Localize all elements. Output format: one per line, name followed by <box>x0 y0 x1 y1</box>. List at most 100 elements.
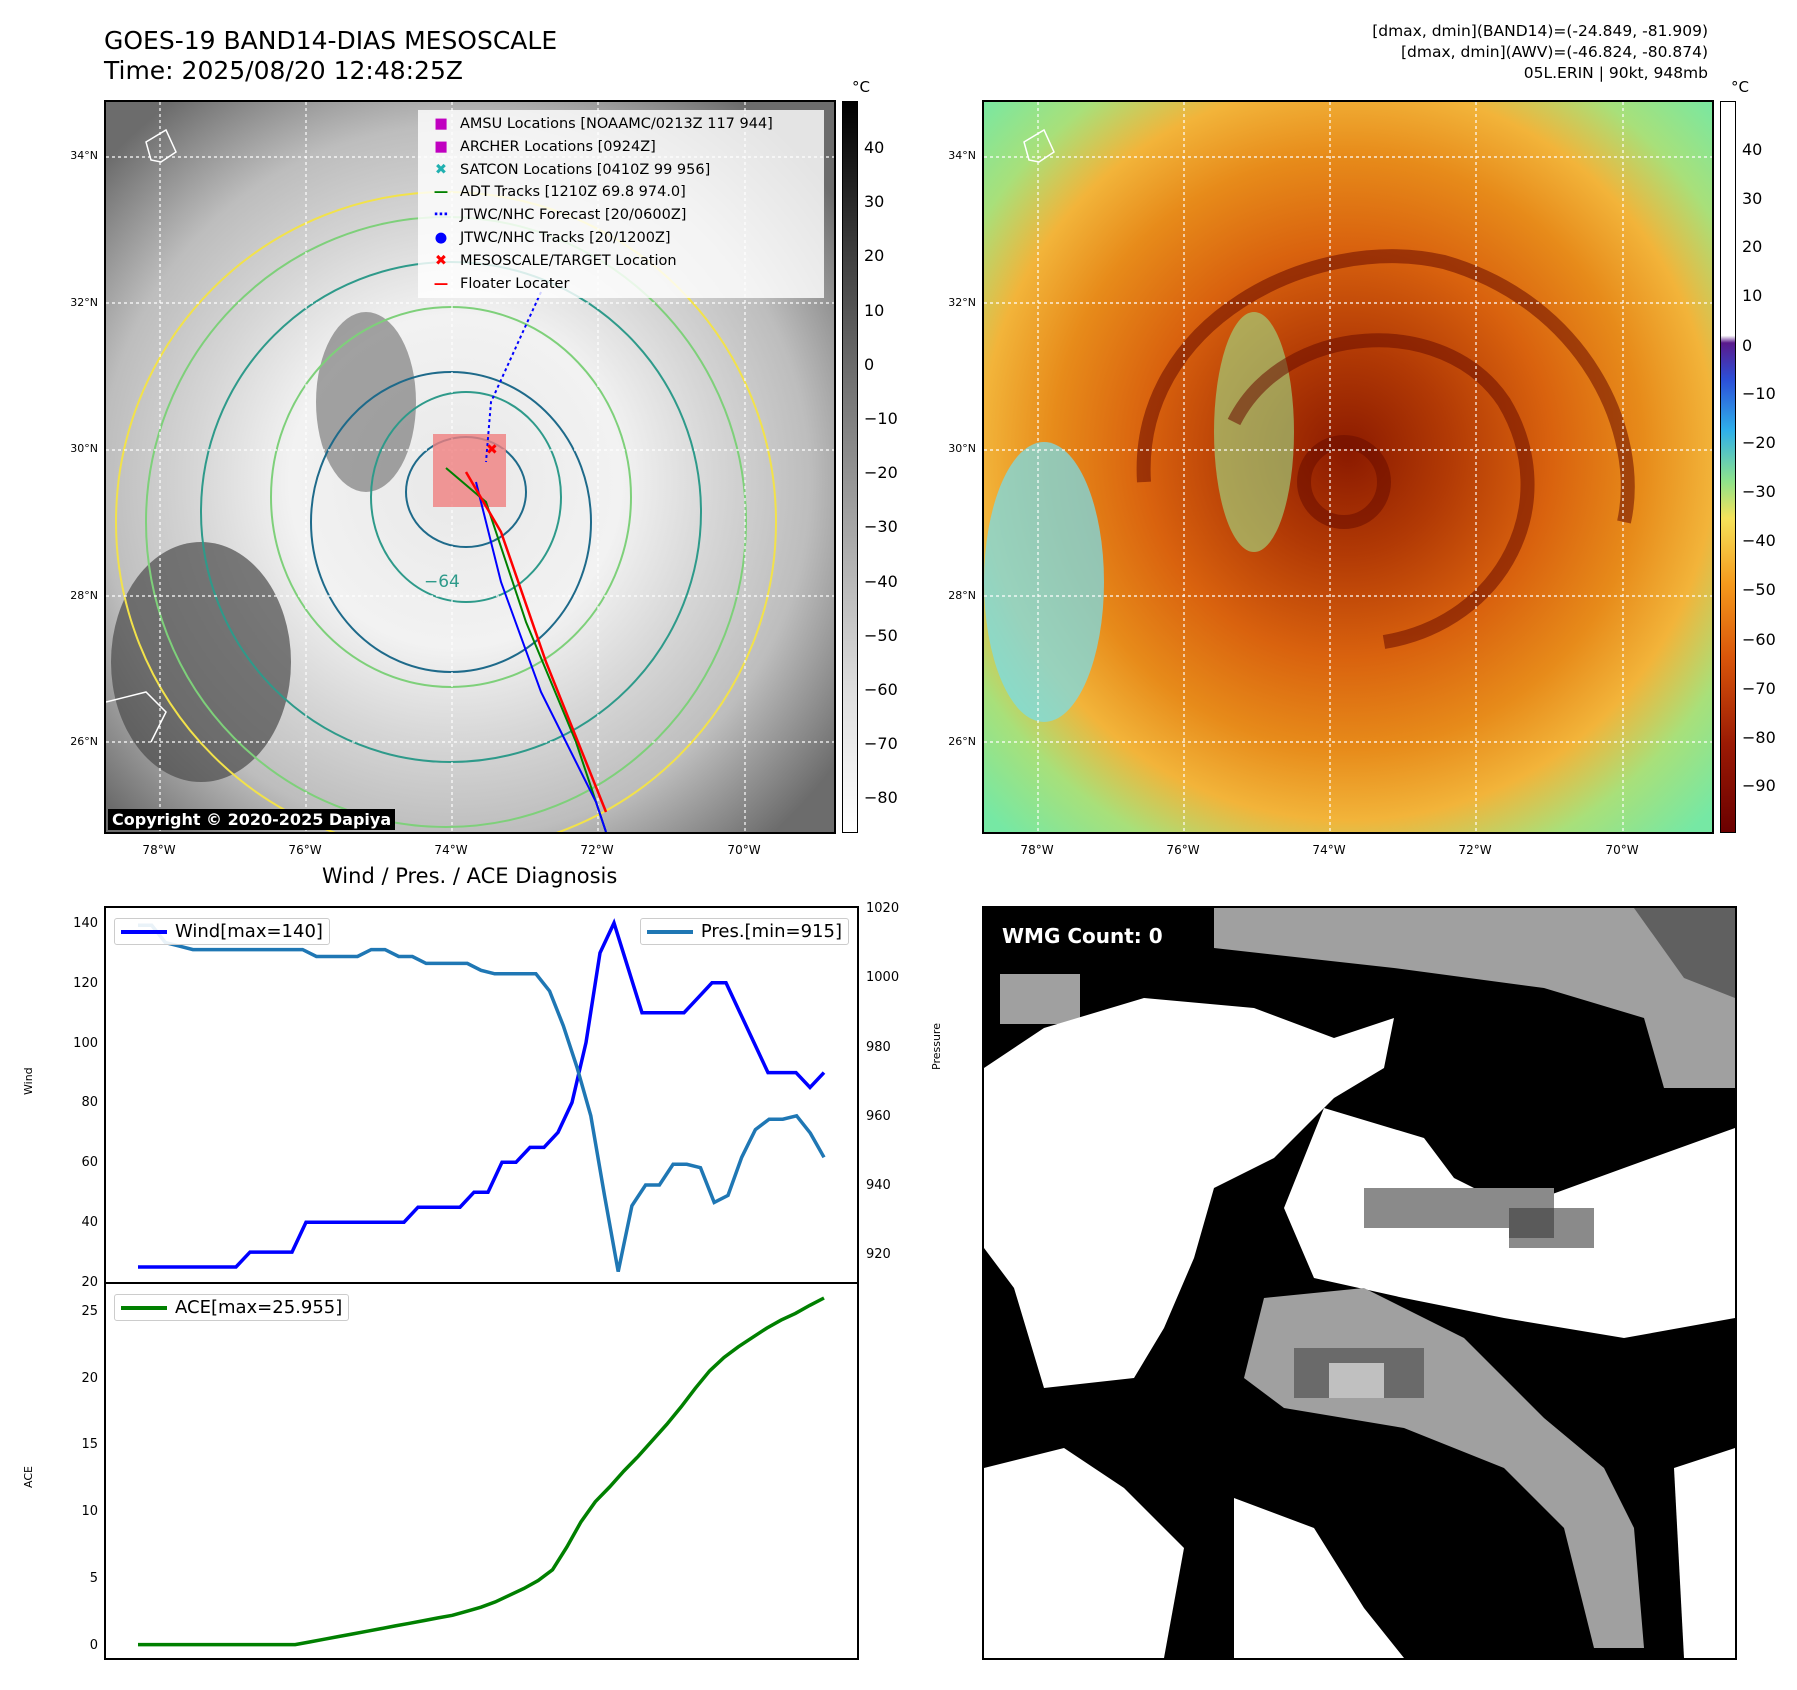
colorbar-tick-label: −80 <box>1742 728 1776 747</box>
wind-tick-label: 80 <box>81 1095 98 1111</box>
colorbar-tick-label: 0 <box>1742 336 1753 355</box>
wmg-panel: WMG Count: 0 <box>982 906 1737 1660</box>
legend-floater: — Floater Locater <box>433 275 570 292</box>
wind-pressure-chart: Wind[max=140] Pres.[min=915] <box>104 906 859 1284</box>
pressure-tick-label: 980 <box>866 1039 891 1055</box>
lon-tick-label: 70°W <box>1605 843 1639 857</box>
pressure-tick-label: 940 <box>866 1178 891 1194</box>
ace-tick-label: 0 <box>89 1637 98 1653</box>
dmax-band14-text: [dmax, dmin](BAND14)=(-24.849, -81.909) <box>1372 22 1708 40</box>
ace-legend-swatch <box>121 1306 167 1310</box>
wind-series-line <box>138 918 826 1269</box>
colorbar-tick-label: −20 <box>1742 433 1776 452</box>
colorbar-tick-label: 30 <box>1742 189 1763 208</box>
ace-tick-label: 5 <box>89 1570 98 1586</box>
ace-tick-label: 15 <box>81 1437 98 1453</box>
colorbar-tick-label: −30 <box>1742 482 1776 501</box>
pressure-tick-label: 960 <box>866 1108 891 1124</box>
legend-satcon: ✖ SATCON Locations [0410Z 99 956] <box>434 161 711 178</box>
ace-chart: ACE[max=25.955] <box>104 1282 859 1660</box>
pressure-series-line <box>138 923 826 1272</box>
pressure-tick-label: 920 <box>866 1247 891 1263</box>
band14-satellite-map: ✖ −64 ■ AMSU Locations [NOAAMC/0213Z 117 … <box>104 100 836 834</box>
lat-tick-label: 32°N <box>948 296 976 309</box>
dmax-awv-text: [dmax, dmin](AWV)=(-46.824, -80.874) <box>1401 43 1708 61</box>
lat-tick-label: 30°N <box>70 442 98 455</box>
legend-archer: ■ ARCHER Locations [0924Z] <box>434 138 656 155</box>
colorbar-tick-label: −40 <box>864 571 898 591</box>
wind-tick-label: 40 <box>81 1215 98 1231</box>
storm-info-text: 05L.ERIN | 90kt, 948mb <box>1523 64 1708 82</box>
colorbar-tick-label: −50 <box>864 625 898 645</box>
wind-tick-label: 100 <box>73 1035 98 1051</box>
band14-colorbar <box>842 101 858 833</box>
ace-tick-label: 10 <box>81 1504 98 1520</box>
pressure-legend: Pres.[min=915] <box>639 918 849 945</box>
awv-satellite-map <box>982 100 1714 834</box>
colorbar-tick-label: −60 <box>1742 630 1776 649</box>
lat-tick-label: 28°N <box>70 589 98 602</box>
pressure-tick-label: 1000 <box>866 970 900 986</box>
awv-imagery <box>984 102 1712 832</box>
colorbar-tick-label: 0 <box>864 354 875 374</box>
legend-forecast: ⋯ JTWC/NHC Forecast [20/0600Z] <box>433 207 687 224</box>
colorbar-tick-label: 10 <box>1742 286 1763 305</box>
ace-legend: ACE[max=25.955] <box>114 1294 350 1321</box>
contour-label: −64 <box>424 572 460 592</box>
ace-series-line <box>138 1296 825 1647</box>
ace-axis-label: ACE <box>22 1466 35 1488</box>
lon-tick-label: 74°W <box>1312 843 1346 857</box>
lat-tick-label: 32°N <box>70 296 98 309</box>
lon-tick-label: 74°W <box>434 843 468 857</box>
colorbar-tick-label: −10 <box>1742 384 1776 403</box>
pressure-legend-swatch <box>646 930 693 934</box>
lon-tick-label: 70°W <box>727 843 761 857</box>
wind-tick-label: 140 <box>73 915 98 931</box>
colorbar-tick-label: −50 <box>1742 580 1776 599</box>
colorbar-right-unit: °C <box>1731 78 1749 96</box>
lon-tick-label: 72°W <box>1458 843 1492 857</box>
lat-tick-label: 26°N <box>948 735 976 748</box>
colorbar-tick-label: −40 <box>1742 531 1776 550</box>
lon-tick-label: 76°W <box>1166 843 1200 857</box>
copyright-label: Copyright © 2020-2025 Dapiya <box>108 809 396 830</box>
pressure-legend-label: Pres.[min=915] <box>700 921 842 942</box>
lat-tick-label: 34°N <box>70 149 98 162</box>
map-legend: ■ AMSU Locations [NOAAMC/0213Z 117 944] ■… <box>418 110 824 299</box>
wmg-image <box>984 908 1735 1658</box>
colorbar-left-unit: °C <box>852 78 870 96</box>
awv-colorbar <box>1720 101 1736 833</box>
wind-tick-label: 120 <box>73 975 98 991</box>
lon-tick-label: 78°W <box>1020 843 1054 857</box>
wind-axis-label: Wind <box>22 1067 35 1095</box>
pressure-axis-label: Pressure <box>930 1023 943 1070</box>
colorbar-tick-label: −90 <box>1742 776 1776 795</box>
wmg-count-label: WMG Count: 0 <box>1002 924 1163 948</box>
wind-tick-label: 60 <box>81 1155 98 1171</box>
ace-tick-label: 20 <box>81 1370 98 1386</box>
ace-tick-label: 25 <box>81 1303 98 1319</box>
svg-text:✖: ✖ <box>486 442 498 458</box>
colorbar-tick-label: −60 <box>864 680 898 699</box>
colorbar-tick-label: 40 <box>1742 140 1763 159</box>
colorbar-tick-label: 20 <box>1742 237 1763 256</box>
lon-tick-label: 72°W <box>580 843 614 857</box>
colorbar-tick-label: 10 <box>864 300 885 320</box>
colorbar-tick-label: −20 <box>864 463 898 483</box>
colorbar-tick-label: 20 <box>864 246 885 266</box>
colorbar-tick-label: 30 <box>864 192 885 212</box>
legend-amsu: ■ AMSU Locations [NOAAMC/0213Z 117 944] <box>434 116 773 132</box>
lon-tick-label: 78°W <box>142 843 176 857</box>
pressure-tick-label: 1020 <box>866 901 900 916</box>
diagnosis-title: Wind / Pres. / ACE Diagnosis <box>322 864 618 888</box>
lat-tick-label: 26°N <box>70 735 98 748</box>
figure-title: GOES-19 BAND14-DIAS MESOSCALE <box>104 26 558 55</box>
colorbar-tick-label: −10 <box>864 409 898 428</box>
colorbar-tick-label: −70 <box>864 734 898 754</box>
wind-legend-swatch <box>121 930 167 934</box>
wind-legend-label: Wind[max=140] <box>175 921 323 942</box>
colorbar-tick-label: −70 <box>1742 679 1776 698</box>
lat-tick-label: 30°N <box>948 442 976 455</box>
colorbar-tick-label: −30 <box>864 517 898 537</box>
legend-mesoscale: ✖ MESOSCALE/TARGET Location <box>434 252 677 269</box>
